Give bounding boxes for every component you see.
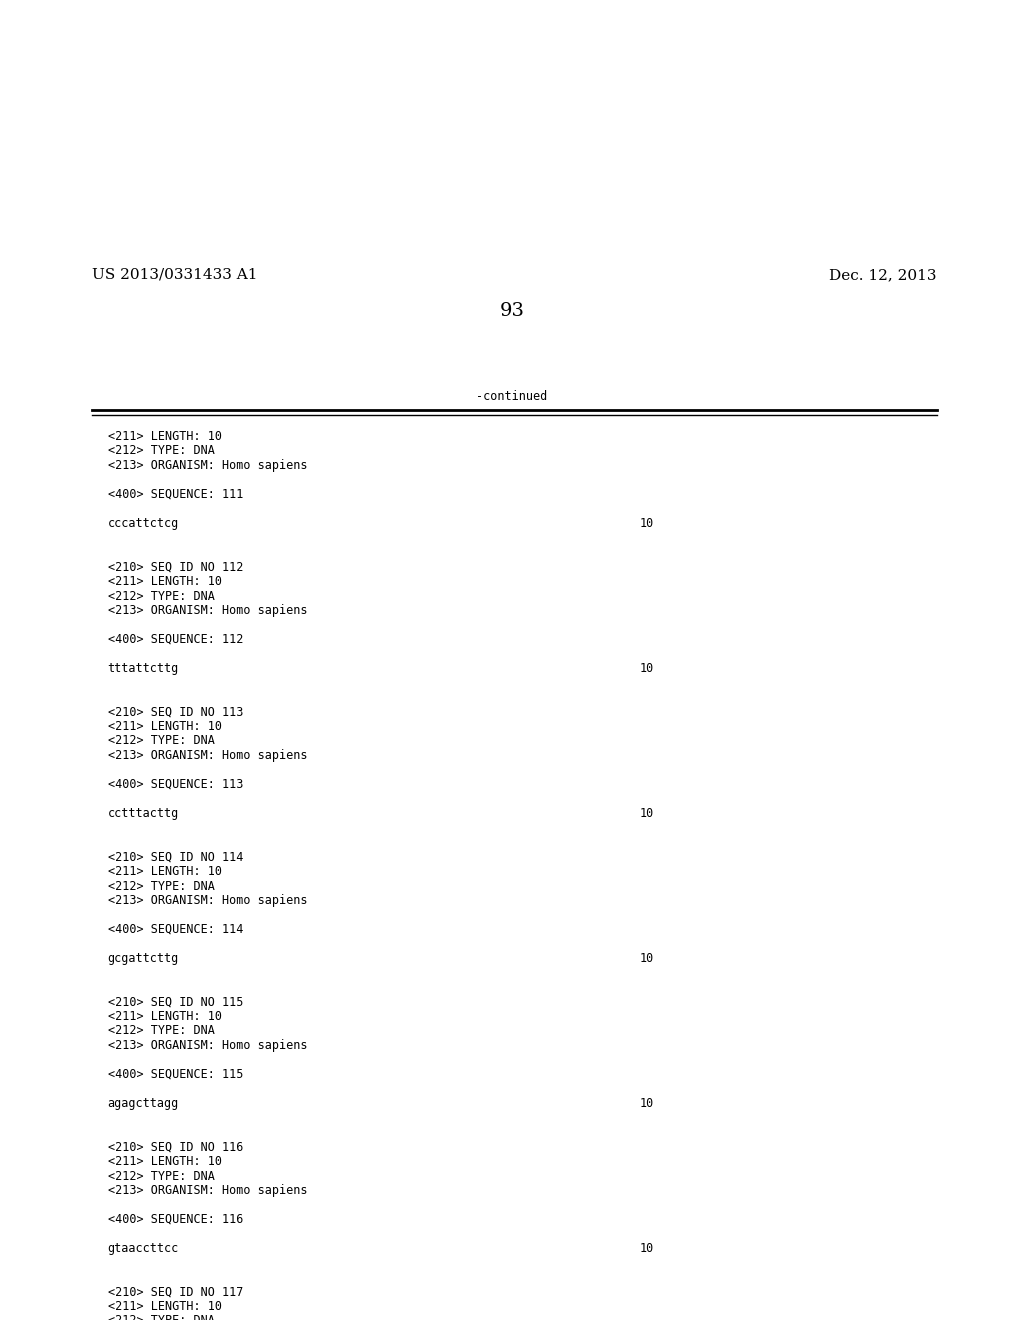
Text: US 2013/0331433 A1: US 2013/0331433 A1 — [92, 268, 258, 282]
Text: -continued: -continued — [476, 389, 548, 403]
Text: <400> SEQUENCE: 111: <400> SEQUENCE: 111 — [108, 488, 243, 502]
Text: 10: 10 — [640, 1242, 654, 1255]
Text: <210> SEQ ID NO 115: <210> SEQ ID NO 115 — [108, 995, 243, 1008]
Text: <212> TYPE: DNA: <212> TYPE: DNA — [108, 1315, 214, 1320]
Text: tttattcttg: tttattcttg — [108, 663, 179, 675]
Text: <211> LENGTH: 10: <211> LENGTH: 10 — [108, 1155, 221, 1168]
Text: <212> TYPE: DNA: <212> TYPE: DNA — [108, 445, 214, 458]
Text: <212> TYPE: DNA: <212> TYPE: DNA — [108, 1024, 214, 1038]
Text: 93: 93 — [500, 302, 524, 319]
Text: 10: 10 — [640, 663, 654, 675]
Text: <213> ORGANISM: Homo sapiens: <213> ORGANISM: Homo sapiens — [108, 894, 307, 907]
Text: <211> LENGTH: 10: <211> LENGTH: 10 — [108, 576, 221, 587]
Text: <211> LENGTH: 10: <211> LENGTH: 10 — [108, 719, 221, 733]
Text: 10: 10 — [640, 807, 654, 820]
Text: <212> TYPE: DNA: <212> TYPE: DNA — [108, 734, 214, 747]
Text: cccattctcg: cccattctcg — [108, 517, 179, 531]
Text: <212> TYPE: DNA: <212> TYPE: DNA — [108, 590, 214, 602]
Text: <400> SEQUENCE: 116: <400> SEQUENCE: 116 — [108, 1213, 243, 1226]
Text: 10: 10 — [640, 517, 654, 531]
Text: <210> SEQ ID NO 117: <210> SEQ ID NO 117 — [108, 1286, 243, 1299]
Text: Dec. 12, 2013: Dec. 12, 2013 — [829, 268, 937, 282]
Text: <211> LENGTH: 10: <211> LENGTH: 10 — [108, 430, 221, 444]
Text: <210> SEQ ID NO 116: <210> SEQ ID NO 116 — [108, 1140, 243, 1154]
Text: <400> SEQUENCE: 112: <400> SEQUENCE: 112 — [108, 634, 243, 645]
Text: <213> ORGANISM: Homo sapiens: <213> ORGANISM: Homo sapiens — [108, 459, 307, 473]
Text: <210> SEQ ID NO 112: <210> SEQ ID NO 112 — [108, 561, 243, 573]
Text: <213> ORGANISM: Homo sapiens: <213> ORGANISM: Homo sapiens — [108, 605, 307, 616]
Text: <212> TYPE: DNA: <212> TYPE: DNA — [108, 1170, 214, 1183]
Text: cctttacttg: cctttacttg — [108, 807, 179, 820]
Text: gtaaccttcc: gtaaccttcc — [108, 1242, 179, 1255]
Text: <210> SEQ ID NO 113: <210> SEQ ID NO 113 — [108, 705, 243, 718]
Text: <400> SEQUENCE: 114: <400> SEQUENCE: 114 — [108, 923, 243, 936]
Text: gcgattcttg: gcgattcttg — [108, 952, 179, 965]
Text: <211> LENGTH: 10: <211> LENGTH: 10 — [108, 1010, 221, 1023]
Text: <400> SEQUENCE: 115: <400> SEQUENCE: 115 — [108, 1068, 243, 1081]
Text: 10: 10 — [640, 1097, 654, 1110]
Text: <213> ORGANISM: Homo sapiens: <213> ORGANISM: Homo sapiens — [108, 748, 307, 762]
Text: <211> LENGTH: 10: <211> LENGTH: 10 — [108, 1300, 221, 1313]
Text: agagcttagg: agagcttagg — [108, 1097, 179, 1110]
Text: <211> LENGTH: 10: <211> LENGTH: 10 — [108, 865, 221, 878]
Text: <400> SEQUENCE: 113: <400> SEQUENCE: 113 — [108, 777, 243, 791]
Text: 10: 10 — [640, 952, 654, 965]
Text: <210> SEQ ID NO 114: <210> SEQ ID NO 114 — [108, 850, 243, 863]
Text: <212> TYPE: DNA: <212> TYPE: DNA — [108, 879, 214, 892]
Text: <213> ORGANISM: Homo sapiens: <213> ORGANISM: Homo sapiens — [108, 1039, 307, 1052]
Text: <213> ORGANISM: Homo sapiens: <213> ORGANISM: Homo sapiens — [108, 1184, 307, 1197]
